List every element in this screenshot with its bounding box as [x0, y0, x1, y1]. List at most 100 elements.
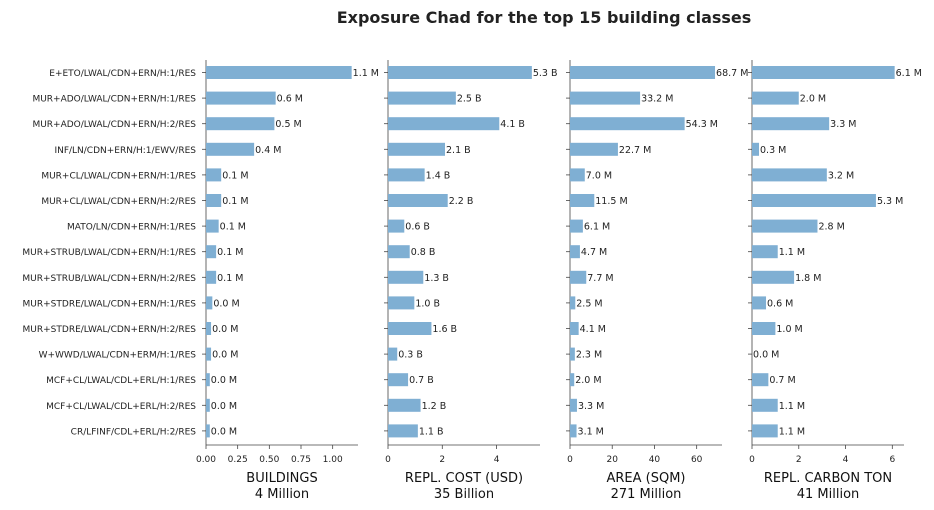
bar [206, 168, 222, 182]
bar-value-label: 0.8 B [411, 247, 436, 258]
bar [752, 168, 827, 182]
panel-4: 6.1 M 2.0 M 3.3 M 0.3 M 3.2 M 5.3 M 2.8 M 1.1 M… [748, 60, 922, 502]
x-axis-total: 35 Billion [434, 487, 494, 502]
bar [570, 398, 577, 412]
x-tick-label: 6 [889, 455, 895, 465]
bar [206, 219, 219, 233]
x-tick-label: 0.00 [196, 455, 216, 465]
bar-value-label: 1.4 B [426, 170, 451, 181]
bar [388, 398, 421, 412]
bar [388, 66, 532, 79]
bar-value-label: 7.0 M [586, 170, 612, 181]
bar [388, 194, 448, 207]
bar-value-label: 0.0 M [212, 350, 238, 361]
bar-value-label: 0.6 M [277, 94, 303, 105]
bar-value-label: 0.1 M [220, 222, 246, 233]
x-tick-label: 40 [649, 455, 661, 465]
x-tick-label: 0 [567, 455, 573, 465]
bar-value-label: 2.5 B [457, 94, 482, 105]
category-label: W+WWD/LWAL/CDN+ERM/H:1/RES [39, 351, 197, 361]
x-tick-label: 0.75 [291, 455, 311, 465]
bar-value-label: 1.0 M [776, 324, 802, 335]
bar [752, 91, 799, 105]
bar-value-label: 3.3 M [830, 119, 856, 130]
bar-value-label: 2.8 M [818, 222, 844, 233]
bar-value-label: 0.0 M [211, 375, 237, 386]
bar [206, 424, 210, 438]
x-tick-label: 2 [796, 455, 802, 465]
bar-value-label: 0.0 M [213, 298, 239, 309]
bar-value-label: 3.3 M [578, 401, 604, 412]
bar-value-label: 7.7 M [587, 273, 613, 284]
x-tick-label: 20 [606, 455, 618, 465]
category-label: MATO/LN/CDN+ERN/H:1/RES [67, 223, 196, 233]
x-tick-label: 0.25 [228, 455, 248, 465]
bar-value-label: 1.0 B [415, 298, 440, 309]
bar [752, 296, 767, 310]
bar-value-label: 1.1 M [779, 401, 805, 412]
bar [570, 347, 575, 361]
category-label: MUR+CL/LWAL/CDN+ERN/H:2/RES [41, 197, 196, 207]
bar [752, 142, 760, 156]
bar-value-label: 0.0 M [212, 324, 238, 335]
bar-value-label: 0.0 M [211, 426, 237, 437]
bar-value-label: 0.3 M [760, 145, 786, 156]
bar-value-label: 1.2 B [422, 401, 447, 412]
x-axis-label: REPL. COST (USD) [405, 471, 523, 486]
category-label: MUR+STDRE/LWAL/CDN+ERN/H:1/RES [23, 299, 197, 309]
x-tick-label: 2 [439, 455, 445, 465]
bar-value-label: 0.4 M [255, 145, 281, 156]
bar-value-label: 2.0 M [575, 375, 601, 386]
bar-value-label: 1.1 M [779, 426, 805, 437]
bar-value-label: 4.7 M [581, 247, 607, 258]
bar [752, 194, 876, 207]
bar-value-label: 68.7 M [716, 68, 748, 79]
bar [752, 245, 778, 259]
bar [570, 322, 579, 335]
bar-value-label: 0.6 M [767, 298, 793, 309]
category-label: CR/LFINF/CDL+ERL/H:2/RES [71, 427, 197, 437]
chart-title: Exposure Chad for the top 15 building cl… [336, 8, 752, 27]
bar [752, 373, 769, 387]
category-label: INF/LN/CDN+ERN/H:1/EWV/RES [54, 146, 196, 156]
bar-value-label: 0.7 B [409, 375, 434, 386]
bar-value-label: 3.2 M [828, 170, 854, 181]
bar [752, 270, 795, 284]
bar [206, 245, 217, 259]
bar [388, 270, 424, 284]
bar-value-label: 2.1 B [446, 145, 471, 156]
bar-value-label: 0.0 M [753, 350, 779, 361]
bar [752, 117, 830, 131]
bar-value-label: 0.1 M [217, 273, 243, 284]
bar [388, 219, 405, 233]
category-label: MUR+STDRE/LWAL/CDN+ERN/H:2/RES [23, 325, 197, 335]
bar-value-label: 1.3 B [424, 273, 449, 284]
category-label: MCF+CL/LWAL/CDL+ERL/H:2/RES [46, 402, 196, 412]
x-tick-label: 0.50 [259, 455, 279, 465]
bar [206, 66, 352, 79]
bar [206, 270, 217, 284]
category-label: E+ETO/LWAL/CDN+ERN/H:1/RES [49, 69, 196, 79]
category-label: MUR+STRUB/LWAL/CDN+ERN/H:1/RES [22, 248, 196, 258]
bar [388, 347, 398, 361]
bar-value-label: 5.3 B [533, 68, 558, 79]
bar-value-label: 0.7 M [769, 375, 795, 386]
bar-value-label: 1.1 B [419, 426, 444, 437]
bar-value-label: 0.6 B [405, 222, 430, 233]
panel-1: 1.1 M 0.6 M 0.5 M 0.4 M 0.1 M 0.1 M 0.1 M 0.1 M… [196, 60, 379, 502]
bar [752, 424, 778, 438]
bar-value-label: 4.1 M [580, 324, 606, 335]
bar-value-label: 22.7 M [619, 145, 651, 156]
bar-value-label: 0.5 M [275, 119, 301, 130]
bar [388, 142, 445, 156]
category-label: MUR+STRUB/LWAL/CDN+ERN/H:2/RES [22, 274, 196, 284]
x-tick-label: 4 [494, 455, 500, 465]
bar [388, 168, 425, 182]
bar [752, 322, 776, 335]
bar [570, 424, 577, 438]
bar-value-label: 1.1 M [353, 68, 379, 79]
bar-value-label: 0.3 B [398, 350, 423, 361]
bar [752, 219, 818, 233]
panel-3: 68.7 M 33.2 M 54.3 M 22.7 M 7.0 M 11.5 M 6.1 M… [566, 60, 748, 502]
